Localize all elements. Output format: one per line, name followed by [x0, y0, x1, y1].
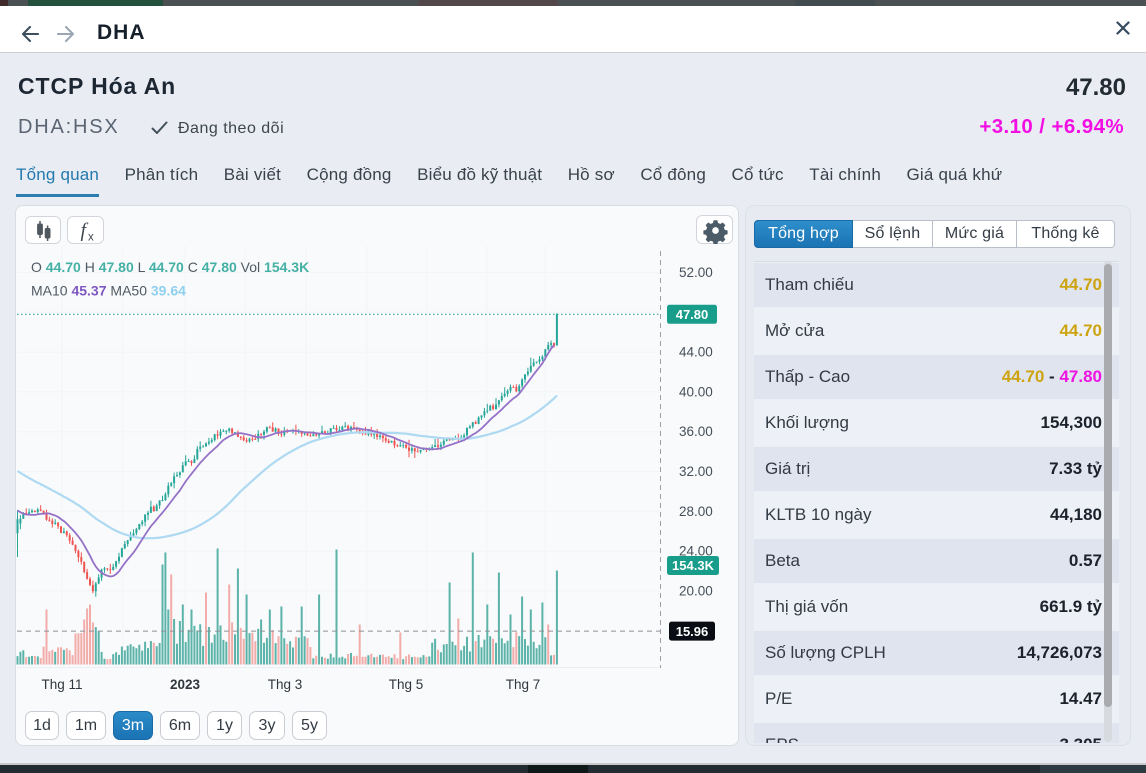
svg-text:32.00: 32.00 [679, 464, 713, 479]
svg-text:x: x [88, 232, 94, 244]
svg-text:47.80: 47.80 [676, 307, 709, 322]
svg-text:36.00: 36.00 [679, 424, 713, 439]
svg-text:MA10 45.37 MA50 39.64: MA10 45.37 MA50 39.64 [31, 283, 186, 299]
svg-text:Thg 7: Thg 7 [506, 677, 541, 692]
svg-text:20.00: 20.00 [679, 583, 713, 598]
svg-text:2023: 2023 [170, 677, 201, 692]
svg-text:40.00: 40.00 [679, 384, 713, 399]
svg-text:Thg 5: Thg 5 [389, 677, 424, 692]
svg-text:O 44.70 H 47.80 L 44.70 C 47.8: O 44.70 H 47.80 L 44.70 C 47.80 Vol 154.… [31, 259, 309, 275]
svg-text:Thg 3: Thg 3 [268, 677, 303, 692]
svg-text:Thg 11: Thg 11 [41, 677, 82, 692]
svg-text:24.00: 24.00 [679, 544, 713, 559]
svg-text:f: f [81, 220, 89, 242]
svg-text:52.00: 52.00 [679, 265, 713, 280]
svg-text:15.96: 15.96 [676, 624, 709, 639]
svg-text:28.00: 28.00 [679, 504, 713, 519]
svg-text:44.00: 44.00 [679, 345, 713, 360]
svg-text:154.3K: 154.3K [672, 558, 715, 573]
